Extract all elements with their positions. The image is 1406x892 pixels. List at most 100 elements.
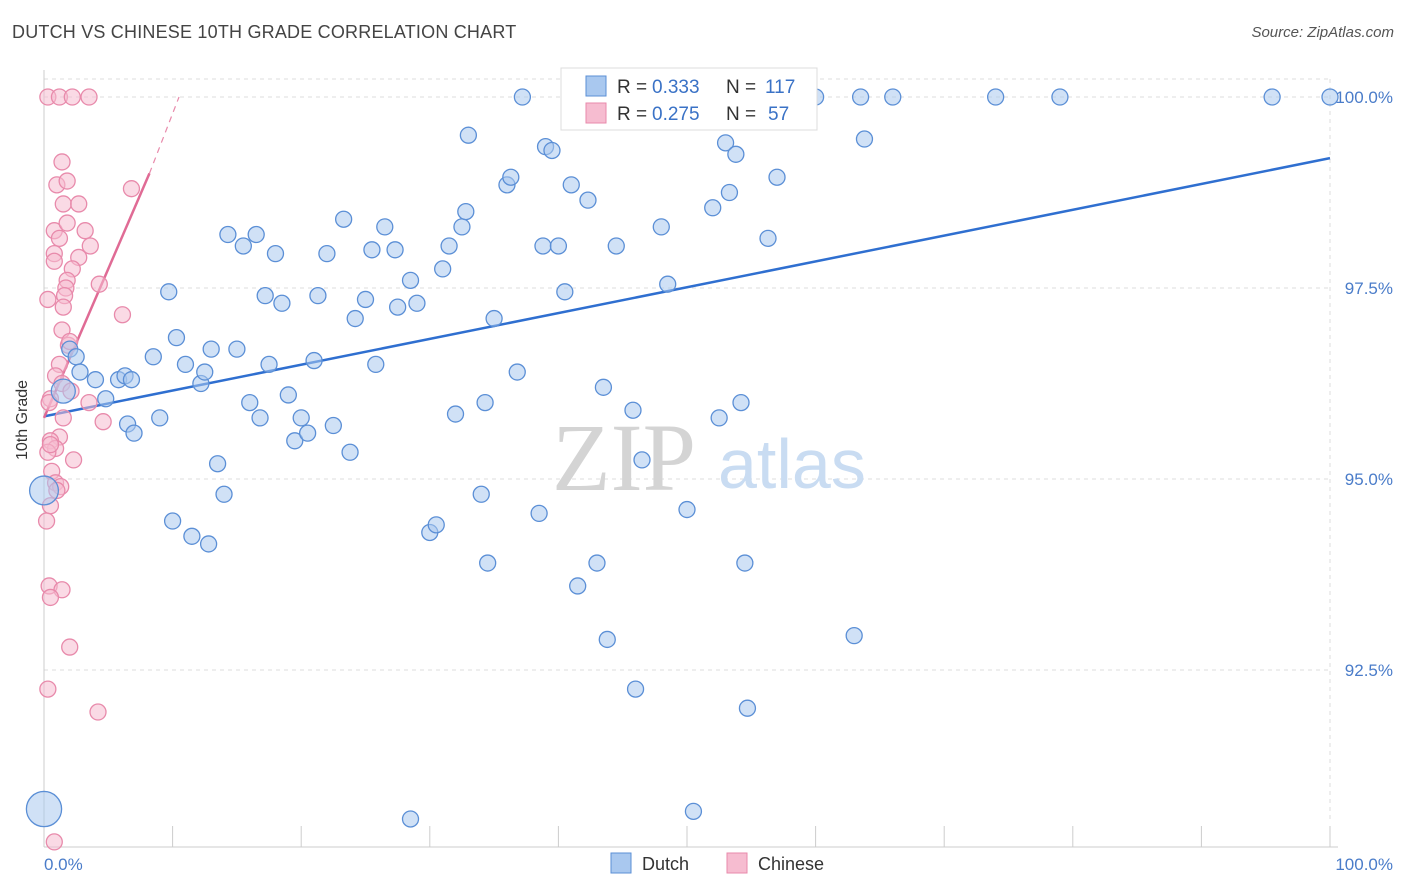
data-point-dutch (401, 271, 420, 290)
data-point-dutch (768, 168, 786, 186)
data-point-dutch (318, 244, 336, 263)
series-legend: Dutch Chinese (610, 852, 824, 874)
data-point-dutch (732, 393, 750, 412)
data-point-dutch (472, 485, 490, 503)
data-point-dutch (376, 218, 394, 236)
legend-n-value-dutch: 117 (765, 77, 795, 98)
data-point-dutch (363, 241, 381, 259)
data-point-dutch (401, 810, 420, 828)
data-point-dutch (549, 237, 568, 255)
watermark-zip: ZIP (552, 404, 696, 511)
data-point-dutch (845, 626, 863, 645)
data-point-dutch (219, 225, 237, 244)
y-tick-label: 92.5% (1345, 661, 1393, 680)
legend-r-label-chinese: R = (617, 104, 647, 125)
bottom-legend-label-dutch: Dutch (642, 854, 689, 874)
data-point-dutch (427, 516, 445, 534)
data-point-dutch (341, 443, 359, 461)
series-chinese-points (37, 88, 141, 851)
data-point-chinese (61, 638, 79, 656)
data-point-dutch (513, 88, 532, 106)
data-point-chinese (80, 88, 98, 106)
data-point-dutch (716, 134, 735, 152)
chart-title: DUTCH VS CHINESE 10TH GRADE CORRELATION … (12, 22, 517, 42)
legend-r-value-chinese: 0.275 (652, 104, 700, 125)
data-point-chinese (64, 451, 83, 469)
legend-r-value-dutch: 0.333 (652, 77, 700, 98)
data-point-dutch (160, 283, 178, 301)
data-point-dutch (309, 286, 327, 305)
data-point-dutch (334, 210, 353, 228)
data-point-chinese (94, 413, 112, 431)
watermark: ZIP atlas (552, 404, 866, 511)
data-point-chinese (37, 512, 56, 530)
data-point-dutch (556, 283, 574, 301)
data-point-dutch (440, 237, 458, 255)
data-point-dutch (884, 88, 902, 106)
data-point-chinese (58, 214, 76, 232)
data-point-dutch (562, 176, 580, 194)
data-point-chinese (50, 229, 69, 247)
y-tick-label: 95.0% (1345, 470, 1393, 489)
data-point-dutch (459, 126, 478, 144)
stats-legend: R = 0.333 N = 117 R = 0.275 N = 57 (560, 67, 818, 131)
data-point-chinese (81, 237, 99, 255)
data-point-chinese (53, 153, 71, 171)
data-point-chinese (39, 680, 57, 698)
data-point-chinese (89, 703, 107, 721)
data-point-dutch (176, 355, 195, 374)
data-point-dutch (67, 348, 85, 366)
data-point-dutch (986, 88, 1005, 106)
y-tick-label: 97.5% (1345, 279, 1393, 298)
data-point-dutch (215, 485, 233, 503)
legend-r-label-dutch: R = (617, 77, 647, 98)
data-point-dutch (408, 294, 426, 312)
trendline-chinese-extension (148, 96, 180, 174)
data-point-chinese (54, 298, 72, 316)
data-point-chinese (80, 393, 98, 412)
data-point-dutch (324, 416, 343, 435)
data-point-dutch (624, 401, 642, 419)
data-point-dutch (588, 554, 606, 572)
data-point-dutch (502, 168, 520, 186)
data-point-chinese (63, 88, 81, 106)
data-point-chinese (76, 222, 94, 240)
data-point-dutch (534, 237, 552, 255)
data-point-dutch (633, 451, 651, 469)
data-point-dutch (704, 199, 722, 217)
data-point-dutch (1321, 88, 1339, 106)
data-point-chinese (41, 435, 60, 454)
data-point-chinese (58, 172, 76, 190)
data-point-dutch (569, 577, 587, 595)
data-point-chinese (41, 588, 60, 607)
trendlines (42, 96, 1331, 419)
data-point-chinese (113, 306, 132, 324)
data-point-dutch (1051, 88, 1069, 106)
x-tick-labels: 0.0% 100.0% (44, 855, 1393, 874)
data-point-dutch (273, 294, 291, 312)
data-point-dutch (247, 225, 265, 244)
data-point-chinese (90, 275, 108, 293)
data-point-chinese (45, 833, 63, 851)
data-point-dutch (125, 424, 143, 442)
bottom-legend-swatch-chinese (726, 852, 748, 874)
data-point-dutch (163, 512, 182, 530)
bottom-legend-swatch-dutch (610, 852, 632, 874)
data-point-dutch (199, 535, 218, 553)
data-point-dutch (346, 309, 364, 328)
data-point-dutch (305, 351, 323, 370)
data-point-dutch (652, 218, 670, 236)
data-point-dutch (151, 409, 169, 427)
data-point-dutch (684, 802, 703, 820)
data-point-dutch (543, 141, 561, 160)
y-tick-label: 100.0% (1335, 88, 1393, 107)
data-point-dutch (292, 409, 310, 427)
data-point-dutch (86, 371, 105, 389)
source-label: Source: ZipAtlas.com (1251, 24, 1394, 41)
data-point-dutch (208, 455, 227, 473)
watermark-atlas: atlas (718, 425, 866, 503)
data-point-chinese (39, 290, 57, 309)
data-point-dutch (256, 286, 274, 305)
data-point-dutch (251, 409, 269, 427)
data-point-dutch (479, 554, 497, 572)
